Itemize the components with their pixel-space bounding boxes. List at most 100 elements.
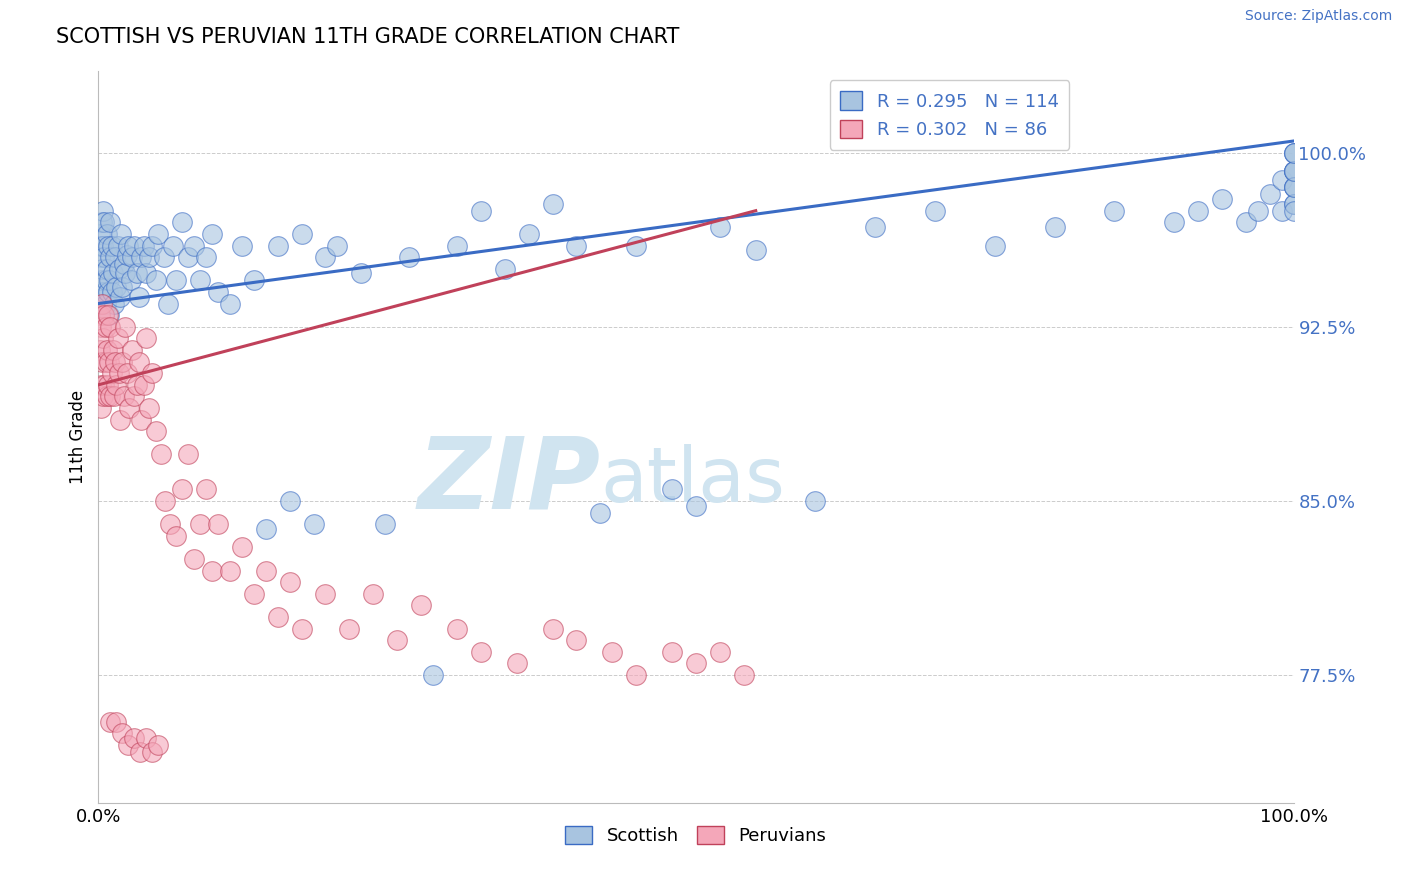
Point	[374, 517, 396, 532]
Point	[90, 377, 112, 392]
Point	[177, 448, 200, 462]
Point	[156, 296, 179, 310]
Point	[107, 261, 129, 276]
Point	[135, 731, 157, 745]
Point	[98, 319, 122, 334]
Point	[153, 250, 176, 264]
Point	[302, 517, 325, 532]
Point	[1187, 203, 1209, 218]
Point	[350, 266, 373, 280]
Point	[339, 622, 361, 636]
Point	[107, 238, 129, 252]
Point	[565, 238, 588, 252]
Point	[138, 401, 160, 415]
Point	[1282, 196, 1305, 211]
Point	[89, 343, 111, 357]
Point	[865, 219, 887, 234]
Point	[132, 377, 155, 392]
Point	[97, 377, 120, 392]
Point	[162, 238, 184, 252]
Point	[138, 250, 160, 264]
Point	[100, 238, 122, 252]
Point	[94, 273, 117, 287]
Point	[231, 238, 253, 252]
Point	[243, 587, 266, 601]
Point	[124, 238, 146, 252]
Point	[1247, 203, 1270, 218]
Point	[121, 250, 143, 264]
Point	[124, 731, 146, 745]
Point	[90, 273, 112, 287]
Point	[183, 238, 205, 252]
Point	[195, 483, 218, 497]
Point	[148, 738, 170, 752]
Point	[1258, 187, 1281, 202]
Point	[107, 366, 129, 380]
Point	[315, 250, 337, 264]
Point	[105, 280, 128, 294]
Point	[1282, 145, 1305, 160]
Point	[494, 261, 516, 276]
Point	[177, 250, 200, 264]
Point	[135, 266, 157, 280]
Point	[114, 266, 136, 280]
Point	[1271, 173, 1294, 187]
Point	[94, 354, 117, 368]
Point	[101, 266, 124, 280]
Point	[145, 273, 167, 287]
Point	[398, 250, 420, 264]
Point	[1234, 215, 1257, 229]
Point	[128, 354, 150, 368]
Point	[135, 331, 157, 345]
Point	[422, 668, 444, 682]
Point	[103, 389, 125, 403]
Point	[115, 248, 138, 262]
Point	[188, 273, 211, 287]
Point	[91, 238, 114, 252]
Point	[183, 552, 205, 566]
Point	[125, 266, 148, 280]
Point	[94, 319, 117, 334]
Point	[1282, 164, 1305, 178]
Point	[201, 227, 224, 241]
Point	[112, 389, 135, 403]
Point	[1282, 196, 1305, 211]
Point	[278, 575, 301, 590]
Point	[924, 203, 946, 218]
Point	[121, 343, 143, 357]
Point	[1282, 164, 1305, 178]
Point	[291, 227, 314, 241]
Point	[315, 587, 337, 601]
Point	[661, 483, 683, 497]
Point	[1043, 219, 1066, 234]
Point	[98, 273, 121, 287]
Point	[1282, 180, 1305, 194]
Point	[1282, 164, 1305, 178]
Point	[267, 610, 290, 624]
Point	[470, 645, 492, 659]
Point	[118, 401, 141, 415]
Point	[100, 285, 122, 299]
Point	[98, 308, 121, 322]
Point	[709, 219, 731, 234]
Point	[267, 238, 290, 252]
Point	[131, 412, 153, 426]
Point	[243, 273, 266, 287]
Point	[804, 494, 827, 508]
Point	[91, 296, 114, 310]
Point	[291, 622, 314, 636]
Point	[91, 331, 114, 345]
Point	[207, 285, 229, 299]
Point	[1271, 203, 1294, 218]
Point	[385, 633, 409, 648]
Point	[97, 238, 120, 252]
Point	[111, 280, 134, 294]
Point	[1282, 145, 1305, 160]
Point	[470, 203, 492, 218]
Point	[93, 215, 115, 229]
Text: Source: ZipAtlas.com: Source: ZipAtlas.com	[1244, 9, 1392, 23]
Point	[141, 366, 163, 380]
Point	[128, 290, 150, 304]
Point	[1282, 180, 1305, 194]
Point	[219, 564, 242, 578]
